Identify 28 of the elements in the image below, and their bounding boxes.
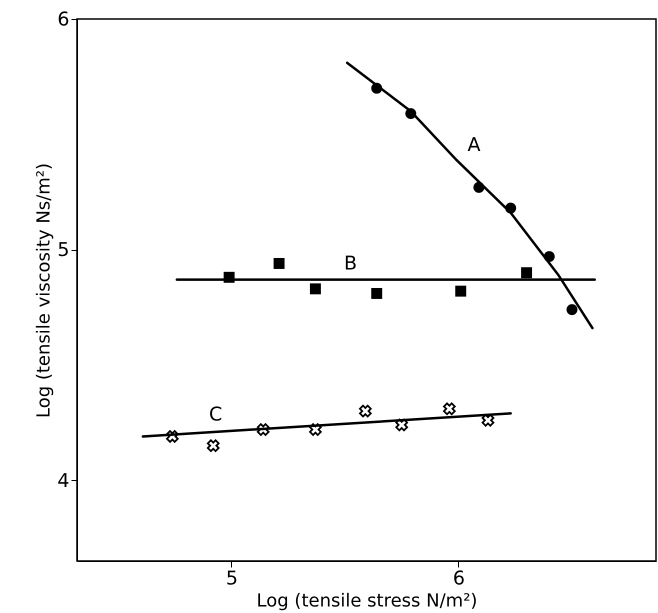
- point: [443, 402, 456, 416]
- point: [395, 418, 408, 432]
- y-tick-label: 5: [57, 239, 70, 262]
- point: [274, 258, 285, 269]
- point: [310, 283, 321, 294]
- point: [166, 430, 179, 443]
- point: [256, 423, 270, 436]
- point: [405, 108, 416, 120]
- x-axis-title: Log (tensile stress N/m²): [256, 590, 478, 612]
- series-label: B: [344, 252, 358, 275]
- y-tick-label: 6: [57, 8, 70, 30]
- point: [224, 272, 235, 283]
- point: [505, 202, 516, 214]
- point: [206, 439, 220, 452]
- y-tick-label: 4: [57, 470, 70, 492]
- point: [455, 286, 466, 297]
- point: [482, 414, 494, 427]
- point: [521, 267, 532, 278]
- point: [371, 82, 382, 94]
- point: [473, 182, 484, 193]
- y-axis-title: Log (tensile viscosity Ns/m²): [33, 162, 54, 418]
- point: [371, 288, 382, 299]
- point: [566, 304, 578, 316]
- series-label: C: [209, 403, 222, 426]
- series-label: A: [468, 134, 481, 156]
- point: [544, 251, 555, 262]
- point: [309, 423, 322, 436]
- point: [359, 404, 372, 418]
